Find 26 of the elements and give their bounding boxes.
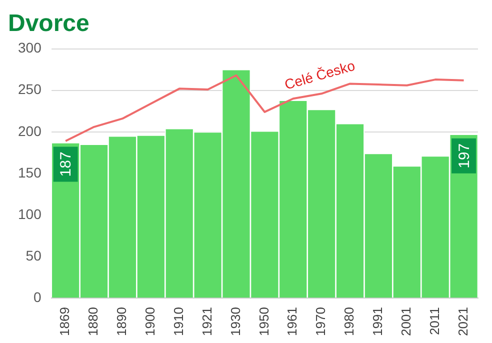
x-tick-label: 1970 xyxy=(313,307,328,336)
x-tick-label: 1910 xyxy=(170,307,186,336)
y-tick-label: 150 xyxy=(18,164,42,180)
x-tick-label: 2011 xyxy=(426,307,442,336)
y-tick-label: 50 xyxy=(26,247,42,264)
text: Celé Česko xyxy=(282,57,357,93)
x-tick-label: 1991 xyxy=(370,307,386,336)
x-tick-label: 1961 xyxy=(284,307,300,336)
y-tick-label: 300 xyxy=(18,40,42,56)
x-tick-label: 1869 xyxy=(57,307,72,336)
x-tick-label: 2021 xyxy=(455,307,470,336)
y-tick-label: 100 xyxy=(18,206,42,222)
x-tick-label: 1880 xyxy=(86,307,101,336)
x-tick-label: 1950 xyxy=(256,307,272,336)
x-tick-label: 1930 xyxy=(228,307,243,336)
y-tick-label: 0 xyxy=(34,288,42,305)
x-tick-label: 2001 xyxy=(398,307,414,336)
data-label: 197 xyxy=(456,143,473,168)
y-tick-label: 250 xyxy=(18,81,42,98)
x-tick-label: 1890 xyxy=(114,307,130,336)
x-tick-label: 1900 xyxy=(142,307,158,336)
data-label: 187 xyxy=(58,152,75,177)
x-tick-label: 1921 xyxy=(199,307,214,336)
chart-title: Dvorce xyxy=(8,10,90,38)
y-tick-label: 200 xyxy=(18,122,42,139)
x-tick-label: 1980 xyxy=(342,307,357,336)
